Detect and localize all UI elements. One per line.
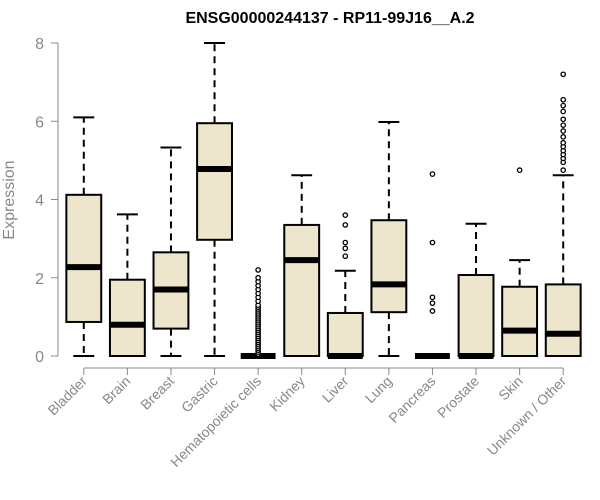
outlier-point: [342, 253, 349, 260]
outlier-point: [255, 267, 261, 273]
box-body: [196, 122, 233, 241]
outlier-point: [429, 294, 436, 301]
outlier-point: [560, 108, 567, 115]
box-skin: [501, 167, 539, 357]
x-tick-label: Bladder: [44, 373, 90, 419]
chart-title: ENSG00000244137 - RP11-99J16__A.2: [185, 10, 474, 27]
boxes-group: [65, 42, 582, 359]
outlier-point: [560, 128, 567, 134]
box-body: [370, 219, 408, 314]
x-tick-label: Unknown / Other: [484, 373, 570, 459]
outlier-point: [429, 171, 436, 177]
x-tick-label: Gastric: [178, 373, 221, 416]
y-axis-label: Expression: [1, 160, 18, 239]
outlier-point: [516, 167, 523, 174]
box-body: [65, 193, 103, 323]
outlier-point: [560, 167, 567, 174]
outlier-point: [255, 274, 261, 281]
outlier-point: [560, 71, 567, 78]
y-tick-label: 4: [35, 193, 44, 210]
box-body: [326, 311, 364, 357]
outlier-point: [342, 222, 349, 228]
box-body: [108, 278, 146, 357]
outlier-point: [560, 139, 567, 146]
box-bladder: [65, 116, 103, 357]
box-body: [283, 223, 321, 357]
x-tick-label: Breast: [137, 373, 177, 413]
box-kidney: [283, 174, 321, 357]
y-tick-label: 0: [35, 349, 44, 366]
box-liver: [326, 212, 364, 359]
box-unknown-other: [544, 71, 582, 357]
x-tick-label: Prostate: [434, 373, 482, 421]
x-tick-label: Pancreas: [385, 373, 438, 426]
outlier-point: [429, 300, 436, 307]
outlier-point: [560, 134, 567, 140]
box-breast: [152, 146, 190, 357]
outlier-point: [342, 212, 349, 218]
outlier-point: [560, 96, 567, 103]
y-axis: 0 2 4 6 8: [35, 36, 59, 366]
box-body: [457, 274, 495, 358]
y-tick-label: 8: [35, 36, 44, 53]
y-tick-label: 2: [35, 271, 44, 288]
outlier-point: [560, 116, 567, 123]
x-tick-label: Kidney: [266, 373, 308, 415]
box-body: [544, 283, 582, 357]
x-tick-label: Brain: [99, 373, 133, 407]
outlier-point: [560, 122, 567, 129]
outlier-point: [342, 245, 349, 252]
outlier-point: [429, 239, 436, 246]
x-tick-label: Liver: [319, 373, 352, 406]
box-brain: [108, 213, 146, 357]
outlier-point: [560, 102, 567, 109]
box-pancreas: [415, 171, 450, 359]
box-prostate: [457, 222, 495, 359]
box-hematopoietic-cells: [240, 267, 276, 359]
x-tick-label: Skin: [495, 373, 526, 404]
box-lung: [370, 121, 408, 357]
box-body: [501, 285, 539, 357]
x-tick-label: Lung: [362, 373, 395, 406]
outlier-point: [342, 239, 349, 246]
box-gastric: [196, 42, 233, 357]
outlier-point: [429, 308, 436, 314]
y-tick-label: 6: [35, 114, 44, 131]
